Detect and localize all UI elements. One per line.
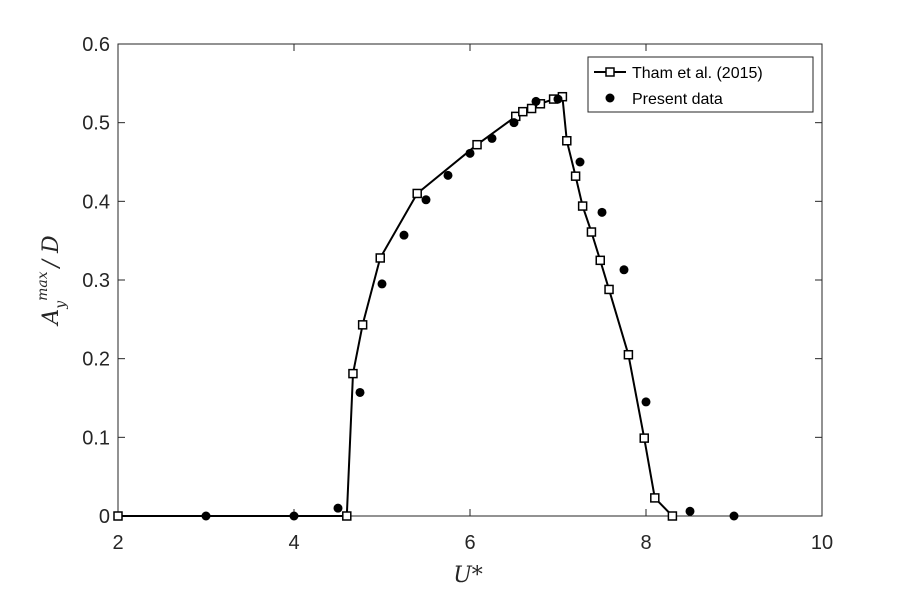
x-axis-label: U* bbox=[453, 563, 483, 588]
present-data-point bbox=[597, 207, 607, 217]
present-data-point bbox=[619, 265, 629, 275]
y-tick-label: 0.3 bbox=[82, 270, 110, 292]
y-label-sub: y bbox=[53, 300, 69, 310]
legend-box bbox=[587, 56, 814, 113]
y-label-base: A bbox=[39, 309, 64, 327]
present-data-point bbox=[355, 387, 365, 397]
tham-point-marker bbox=[348, 368, 358, 379]
y-label-suffix: / D bbox=[39, 235, 64, 269]
tham-point-marker bbox=[577, 201, 588, 211]
present-data-point bbox=[487, 133, 497, 143]
x-tick-label: 2 bbox=[112, 532, 123, 554]
y-tick-label: 0.4 bbox=[82, 191, 110, 213]
present-data-point bbox=[685, 506, 695, 516]
present-data-point bbox=[575, 157, 585, 167]
series-present-points bbox=[201, 94, 739, 521]
tham-point-marker bbox=[472, 139, 482, 150]
tham-point-marker bbox=[518, 106, 528, 117]
tham-point-marker bbox=[570, 171, 581, 181]
tham-point-marker bbox=[375, 253, 385, 263]
present-data-point bbox=[641, 397, 651, 407]
tham-point-marker bbox=[604, 284, 614, 295]
tham-point-marker bbox=[526, 103, 537, 114]
y-tick-label: 0.2 bbox=[82, 349, 110, 371]
legend-square-marker bbox=[605, 67, 615, 77]
present-data-point bbox=[333, 503, 343, 513]
svg-text:Aymax/ D: Aymax / D bbox=[35, 235, 69, 327]
present-data-point bbox=[531, 96, 541, 106]
present-data-point bbox=[443, 170, 453, 180]
axis-ticks: 2 4 6 8 10 0 0.1 0.2 0.3 0.4 0.5 0.6 bbox=[82, 34, 833, 554]
tham-point-marker bbox=[357, 320, 368, 330]
tham-point-marker bbox=[113, 511, 123, 521]
y-tick-label: 0.1 bbox=[82, 427, 110, 449]
y-tick-label: 0.6 bbox=[82, 34, 110, 56]
y-tick-label: 0 bbox=[99, 506, 110, 528]
present-data-point bbox=[421, 195, 431, 205]
legend: Tham et al. (2015) Present data bbox=[587, 56, 814, 113]
tham-point-marker bbox=[667, 511, 678, 521]
present-data-point bbox=[289, 511, 299, 521]
tham-point-marker bbox=[562, 136, 572, 146]
y-tick-label: 0.5 bbox=[82, 113, 110, 135]
tham-point-marker bbox=[639, 433, 649, 443]
present-data-point bbox=[729, 511, 739, 521]
present-data-point bbox=[377, 279, 387, 289]
tham-point-marker bbox=[595, 255, 605, 266]
x-tick-label: 4 bbox=[288, 532, 299, 554]
series-tham-markers bbox=[113, 91, 678, 521]
legend-label-present: Present data bbox=[632, 91, 723, 108]
plot-area bbox=[117, 43, 823, 517]
y-axis-label: Aymax / D bbox=[35, 235, 69, 327]
x-tick-label: 10 bbox=[811, 532, 833, 554]
x-tick-label: 8 bbox=[640, 532, 651, 554]
tham-point-marker bbox=[412, 188, 422, 199]
legend-label-tham: Tham et al. (2015) bbox=[632, 65, 763, 82]
x-tick-label: 6 bbox=[464, 532, 475, 554]
present-data-point bbox=[509, 118, 519, 128]
y-label-sup: max bbox=[35, 271, 51, 301]
present-data-point bbox=[399, 230, 409, 240]
present-data-point bbox=[553, 94, 563, 104]
tham-point-marker bbox=[586, 227, 597, 237]
tham-point-marker bbox=[650, 493, 660, 503]
legend-dot-marker bbox=[605, 93, 615, 103]
tham-point-marker bbox=[623, 349, 634, 360]
tham-point-marker bbox=[342, 511, 352, 521]
present-data-point bbox=[465, 148, 475, 158]
present-data-point bbox=[201, 511, 211, 521]
